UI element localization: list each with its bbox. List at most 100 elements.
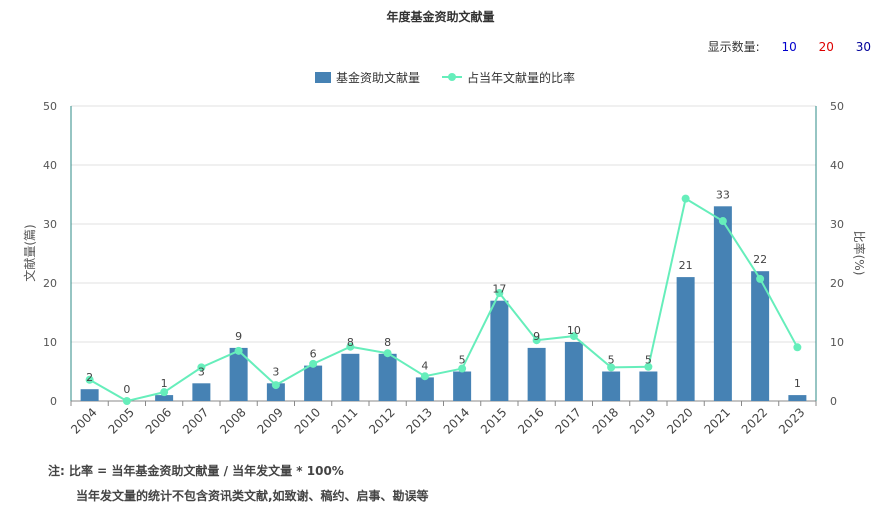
x-tick-label: 2011	[329, 405, 360, 436]
bar[interactable]	[266, 383, 285, 401]
bar[interactable]	[527, 347, 546, 401]
legend-line-marker	[448, 73, 456, 81]
ratio-point[interactable]	[420, 372, 429, 381]
ratio-point[interactable]	[271, 381, 280, 390]
x-tick-label: 2016	[515, 405, 546, 436]
bar[interactable]	[713, 206, 732, 401]
bar[interactable]	[415, 377, 434, 401]
ratio-point[interactable]	[234, 346, 243, 355]
bar[interactable]	[155, 395, 174, 401]
bar-value-label: 22	[753, 253, 767, 266]
ratio-point[interactable]	[309, 359, 318, 368]
x-tick-label: 2009	[254, 405, 285, 436]
y-tick-label: 20	[43, 277, 57, 290]
bar-value-label: 0	[123, 383, 130, 396]
display-count-option-10[interactable]: 10	[781, 40, 797, 54]
chart-title: 年度基金资助文献量	[386, 10, 495, 24]
bar-value-label: 8	[347, 336, 354, 349]
ratio-point[interactable]	[756, 274, 765, 283]
x-tick-label: 2020	[664, 405, 695, 436]
bar-value-label: 5	[608, 354, 615, 367]
note-ratio-formula: 注: 比率 = 当年基金资助文献量 / 当年发文量 * 100%	[48, 464, 344, 478]
bar-value-label: 8	[384, 336, 391, 349]
display-count-option-20[interactable]: 20	[818, 40, 834, 54]
ratio-point[interactable]	[607, 363, 616, 372]
bar[interactable]	[676, 277, 695, 401]
y-tick-label: 40	[43, 159, 57, 172]
x-tick-label: 2006	[143, 405, 174, 436]
bar[interactable]	[490, 300, 509, 401]
y-axis-label: 文献量(篇)	[22, 224, 37, 281]
bar[interactable]	[564, 342, 583, 401]
bar-value-label: 1	[161, 377, 168, 390]
bar[interactable]	[192, 383, 211, 401]
y2-tick-label: 30	[830, 218, 844, 231]
ratio-point[interactable]	[681, 194, 690, 203]
legend-bar-label[interactable]: 基金资助文献量	[336, 70, 420, 85]
x-tick-label: 2017	[552, 405, 583, 436]
ratio-point[interactable]	[197, 363, 206, 372]
bar-value-label: 21	[679, 259, 693, 272]
bar[interactable]	[453, 371, 472, 402]
bar[interactable]	[229, 347, 248, 401]
ratio-point[interactable]	[85, 375, 94, 384]
display-count-label: 显示数量:	[707, 40, 760, 54]
bar[interactable]	[788, 395, 807, 401]
ratio-point[interactable]	[644, 362, 653, 371]
ratio-point[interactable]	[718, 217, 727, 226]
y-tick-label: 0	[50, 395, 57, 408]
bar[interactable]	[751, 271, 770, 401]
display-count-option-30[interactable]: 30	[855, 40, 871, 54]
x-tick-label: 2014	[441, 405, 472, 436]
x-tick-label: 2013	[403, 405, 434, 436]
ratio-line	[89, 197, 799, 403]
ratio-point[interactable]	[495, 289, 504, 298]
bar[interactable]	[341, 353, 360, 401]
ratio-point[interactable]	[458, 364, 467, 373]
x-tick-label: 2015	[478, 405, 509, 436]
bar[interactable]	[639, 371, 658, 402]
legend-bar-swatch[interactable]	[315, 72, 331, 83]
x-tick-label: 2022	[739, 405, 770, 436]
bar-value-label: 1	[794, 377, 801, 390]
bar-value-label: 3	[272, 365, 279, 378]
ratio-point[interactable]	[346, 342, 355, 351]
bar-value-label: 9	[533, 330, 540, 343]
bar-value-label: 2	[86, 371, 93, 384]
x-tick-label: 2010	[292, 405, 323, 436]
legend: 基金资助文献量 占当年文献量的比率	[315, 70, 575, 85]
x-tick-label: 2004	[68, 405, 99, 436]
bar[interactable]	[378, 353, 397, 401]
bar[interactable]	[80, 389, 99, 401]
y2-axis-label: 比率(%)	[852, 231, 867, 276]
bar-value-label: 33	[716, 188, 730, 201]
ratio-point[interactable]	[569, 332, 578, 341]
bar-value-label: 10	[567, 324, 581, 337]
y2-tick-label: 0	[830, 395, 837, 408]
x-tick-label: 2021	[701, 405, 732, 436]
y2-tick-label: 40	[830, 159, 844, 172]
x-tick-label: 2023	[776, 405, 807, 436]
bar-value-label: 17	[492, 283, 506, 296]
note-exclusion: 当年发文量的统计不包含资讯类文献,如致谢、稿约、启事、勘误等	[76, 489, 429, 503]
bar-value-label: 6	[310, 348, 317, 361]
y-tick-label: 50	[43, 100, 57, 113]
display-count-selector: 显示数量: 10 20 30	[708, 38, 871, 55]
y2-tick-label: 20	[830, 277, 844, 290]
ratio-point[interactable]	[793, 343, 802, 352]
bar-value-label: 3	[198, 365, 205, 378]
ratio-point[interactable]	[532, 336, 541, 345]
bar-value-label: 5	[645, 354, 652, 367]
x-tick-label: 2018	[590, 405, 621, 436]
bar[interactable]	[602, 371, 621, 402]
bar-value-label: 4	[421, 359, 428, 372]
legend-line-label[interactable]: 占当年文献量的比率	[467, 70, 575, 85]
ratio-point[interactable]	[122, 397, 131, 405]
bar-value-label: 5	[459, 354, 466, 367]
ratio-point[interactable]	[383, 349, 392, 358]
bar[interactable]	[304, 365, 323, 401]
y-tick-label: 30	[43, 218, 57, 231]
y-tick-label: 10	[43, 336, 57, 349]
ratio-point[interactable]	[160, 388, 169, 397]
